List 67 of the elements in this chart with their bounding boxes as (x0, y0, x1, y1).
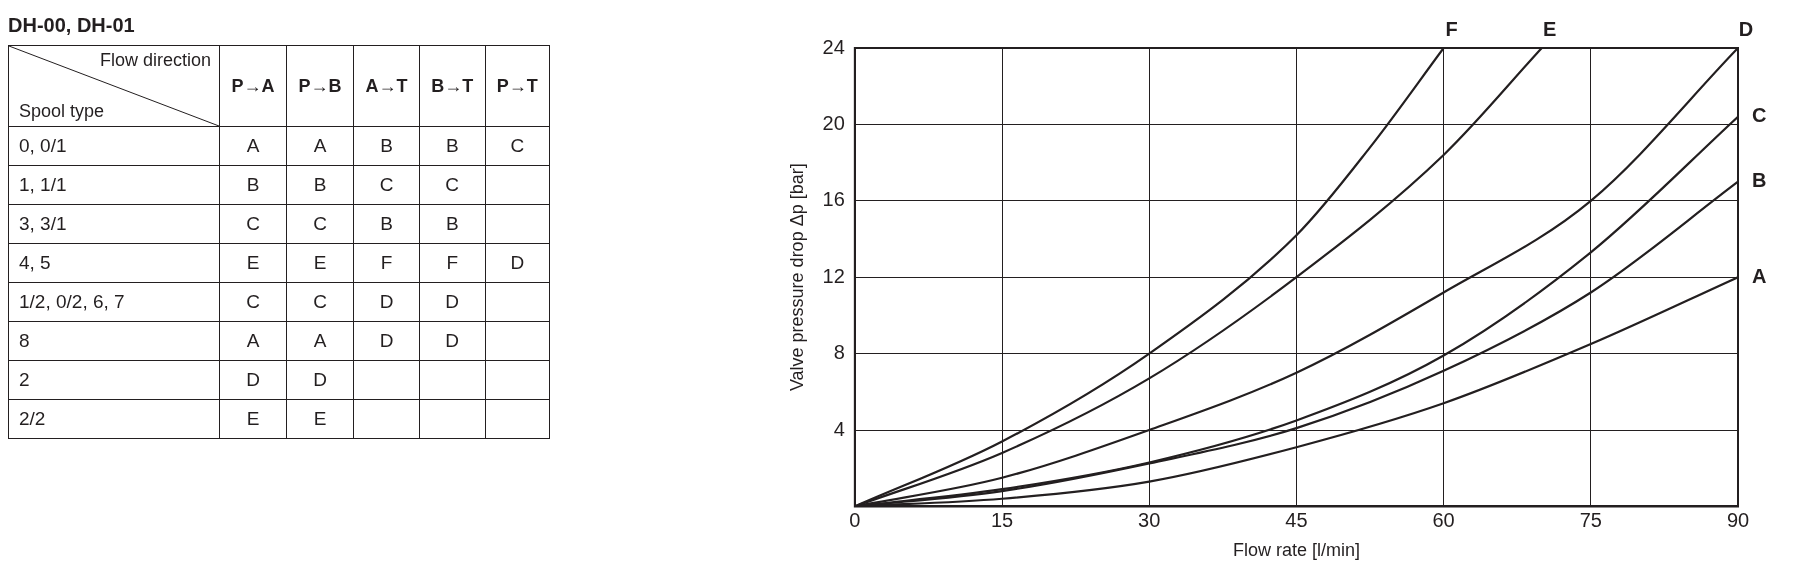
series-label: F (1445, 17, 1458, 40)
text: D (445, 330, 460, 351)
text: B (445, 213, 459, 234)
text: A (313, 330, 327, 351)
series-label: C (1752, 104, 1767, 127)
category-label: 2 (19, 369, 30, 390)
text: C (510, 135, 525, 156)
y-tick-label: 16 (822, 188, 845, 211)
category-label: 2/2 (19, 408, 46, 429)
y-tick-label: 8 (833, 341, 845, 364)
text: E (313, 252, 327, 273)
category-label: P→A (219, 45, 287, 127)
text: B (380, 213, 393, 234)
category-label: 1, 1/1 (19, 174, 67, 195)
text: D (379, 330, 394, 351)
x-tick-label: 60 (1432, 508, 1455, 531)
text: B (380, 135, 393, 156)
text: E (246, 252, 260, 273)
text: C (313, 291, 327, 312)
text: B (445, 135, 459, 156)
text: D (246, 369, 260, 390)
x-tick-label: 30 (1138, 508, 1161, 531)
x-tick-label: 90 (1726, 508, 1750, 531)
x-tick-label: 45 (1285, 508, 1308, 531)
text: C (445, 174, 460, 195)
category-label: A→T (353, 45, 420, 127)
text: F (446, 252, 459, 273)
text: A (313, 135, 327, 156)
text: B (313, 174, 327, 195)
y-tick-label: 24 (822, 35, 845, 58)
y-axis-title: Valve pressure drop Δp [bar] (786, 163, 807, 392)
series-label: A (1752, 264, 1767, 287)
text: A (246, 135, 260, 156)
category-label: P→T (485, 45, 550, 127)
series-label: E (1543, 17, 1557, 40)
series-label: D (1738, 17, 1754, 40)
text: D (379, 291, 394, 312)
category-label: 8 (19, 330, 30, 351)
x-tick-label: 15 (990, 508, 1014, 531)
x-tick-label: 75 (1579, 508, 1602, 531)
text: Flow direction (99, 50, 211, 71)
text: C (379, 174, 394, 195)
text: DH-00, DH-01 (8, 14, 136, 37)
category-label: B→T (419, 45, 486, 127)
x-axis-title: Flow rate [l/min] (1232, 540, 1360, 561)
text: D (313, 369, 327, 390)
text: D (445, 291, 460, 312)
text: C (313, 213, 327, 234)
text: C (246, 213, 260, 234)
text: E (246, 408, 260, 429)
category-label: 1/2, 0/2, 6, 7 (19, 291, 125, 312)
text: Spool type (19, 101, 105, 122)
x-tick-label: 0 (849, 508, 861, 531)
text: C (246, 291, 260, 312)
category-label: 0, 0/1 (19, 135, 67, 156)
text: F (380, 252, 393, 273)
series-label: B (1752, 169, 1767, 192)
text: E (313, 408, 327, 429)
text: D (510, 252, 525, 273)
category-label: 4, 5 (19, 252, 51, 273)
text: B (246, 174, 260, 195)
text: A (246, 330, 260, 351)
y-tick-label: 4 (833, 417, 845, 440)
category-label: 3, 3/1 (19, 213, 67, 234)
y-tick-label: 12 (822, 264, 845, 287)
y-tick-label: 20 (822, 111, 845, 134)
category-label: P→B (286, 45, 354, 127)
